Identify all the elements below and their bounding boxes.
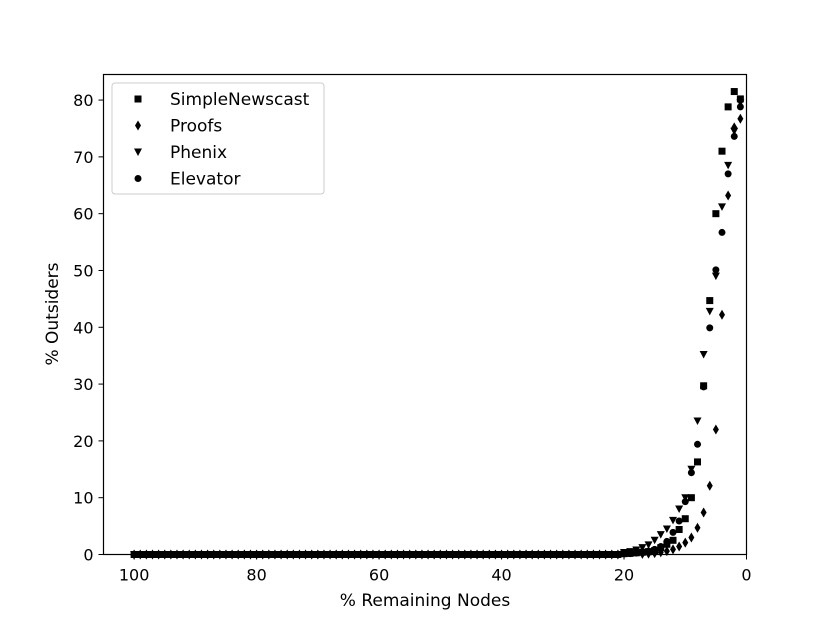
x-tick-label: 80 (246, 566, 266, 585)
simplenewscast-point (675, 526, 683, 534)
x-tick-label: 0 (741, 566, 751, 585)
elevator-point (669, 528, 677, 536)
phenix-point (662, 525, 671, 533)
legend-marker-proofs (135, 120, 141, 131)
simplenewscast-point (724, 103, 732, 111)
proofs-point (719, 309, 726, 320)
elevator-point (657, 543, 665, 551)
series-proofs (639, 113, 744, 559)
phenix-point (736, 99, 745, 107)
elevator-point (736, 103, 744, 111)
simplenewscast-point (712, 210, 720, 218)
y-tick-label: 40 (73, 318, 93, 337)
simplenewscast-point (730, 88, 738, 96)
proofs-point (682, 537, 689, 548)
elevator-point (675, 517, 683, 525)
elevator-point (706, 324, 714, 332)
elevator-point (632, 549, 640, 557)
elevator-point (712, 266, 720, 274)
phenix-point (705, 307, 714, 316)
phenix-point (724, 161, 733, 170)
phenix-point (711, 272, 720, 281)
legend-label: Proofs (170, 117, 222, 137)
simplenewscast-point (706, 297, 714, 305)
y-tick-label: 20 (73, 432, 93, 451)
simplenewscast-point (694, 458, 702, 466)
phenix-point (669, 516, 678, 525)
x-tick-label: 60 (369, 566, 389, 585)
phenix-point (699, 351, 708, 359)
x-tick-label: 40 (491, 566, 511, 585)
phenix-point (681, 494, 690, 502)
phenix-point (730, 127, 739, 136)
elevator-point (724, 170, 732, 178)
elevator-point (626, 550, 634, 558)
simplenewscast-point (736, 95, 744, 103)
elevator-point (718, 228, 726, 236)
elevator-point (681, 498, 689, 506)
elevator-point (687, 469, 695, 477)
legend: SimpleNewscast Proofs Phenix Elevator (111, 82, 325, 195)
y-tick-label: 10 (73, 489, 93, 508)
elevator-point (700, 383, 708, 391)
legend-entry-elevator: Elevator (134, 170, 240, 190)
phenix-point (693, 417, 702, 426)
proofs-point (676, 541, 683, 552)
proofs-point (700, 507, 707, 518)
proofs-point (688, 532, 695, 543)
legend-marker-elevator (134, 175, 142, 182)
elevator-point (694, 440, 702, 448)
y-axis-label: % Outsiders (43, 262, 63, 365)
elevator-point (651, 545, 659, 553)
proofs-point (670, 544, 677, 555)
proofs-point (663, 546, 670, 557)
elevator-point (730, 132, 738, 140)
proofs-point (712, 424, 719, 435)
simplenewscast-point (718, 147, 726, 155)
legend-frame (111, 82, 325, 195)
phenix-point (650, 536, 659, 545)
legend-entry-simplenewscast: SimpleNewscast (134, 90, 310, 110)
proofs-point (725, 190, 732, 201)
legend-label: Elevator (170, 170, 240, 190)
y-tick-label: 80 (73, 91, 93, 110)
legend-marker-phenix (134, 148, 142, 156)
proofs-point (694, 522, 701, 533)
elevator-point (645, 547, 653, 555)
y-axis: 0 10 20 30 40 50 60 70 80 (73, 91, 104, 565)
legend-label: Phenix (170, 143, 227, 163)
plot-frame (102, 73, 748, 556)
legend-entry-proofs: Proofs (135, 117, 222, 137)
legend-label: SimpleNewscast (170, 90, 310, 110)
x-tick-label: 100 (119, 566, 150, 585)
legend-entry-phenix: Phenix (134, 143, 227, 163)
x-tick-label: 20 (614, 566, 634, 585)
y-tick-label: 70 (73, 148, 93, 167)
y-tick-label: 60 (73, 205, 93, 224)
phenix-point (644, 541, 653, 549)
y-tick-label: 50 (73, 261, 93, 280)
phenix-point (718, 203, 727, 211)
x-axis: 100 80 60 40 20 0 (119, 554, 752, 585)
phenix-point (638, 544, 647, 552)
simplenewscast-point (687, 494, 695, 502)
simplenewscast-point (681, 515, 689, 523)
y-tick-label: 30 (73, 375, 93, 394)
phenix-point (675, 505, 684, 514)
phenix-point (656, 531, 665, 539)
proofs-point (706, 480, 713, 491)
elevator-point (663, 537, 671, 545)
x-axis-label: % Remaining Nodes (340, 591, 511, 611)
legend-marker-simplenewscast (134, 95, 142, 103)
proofs-point (737, 113, 744, 124)
simplenewscast-point (669, 536, 677, 544)
y-tick-label: 0 (83, 546, 93, 565)
